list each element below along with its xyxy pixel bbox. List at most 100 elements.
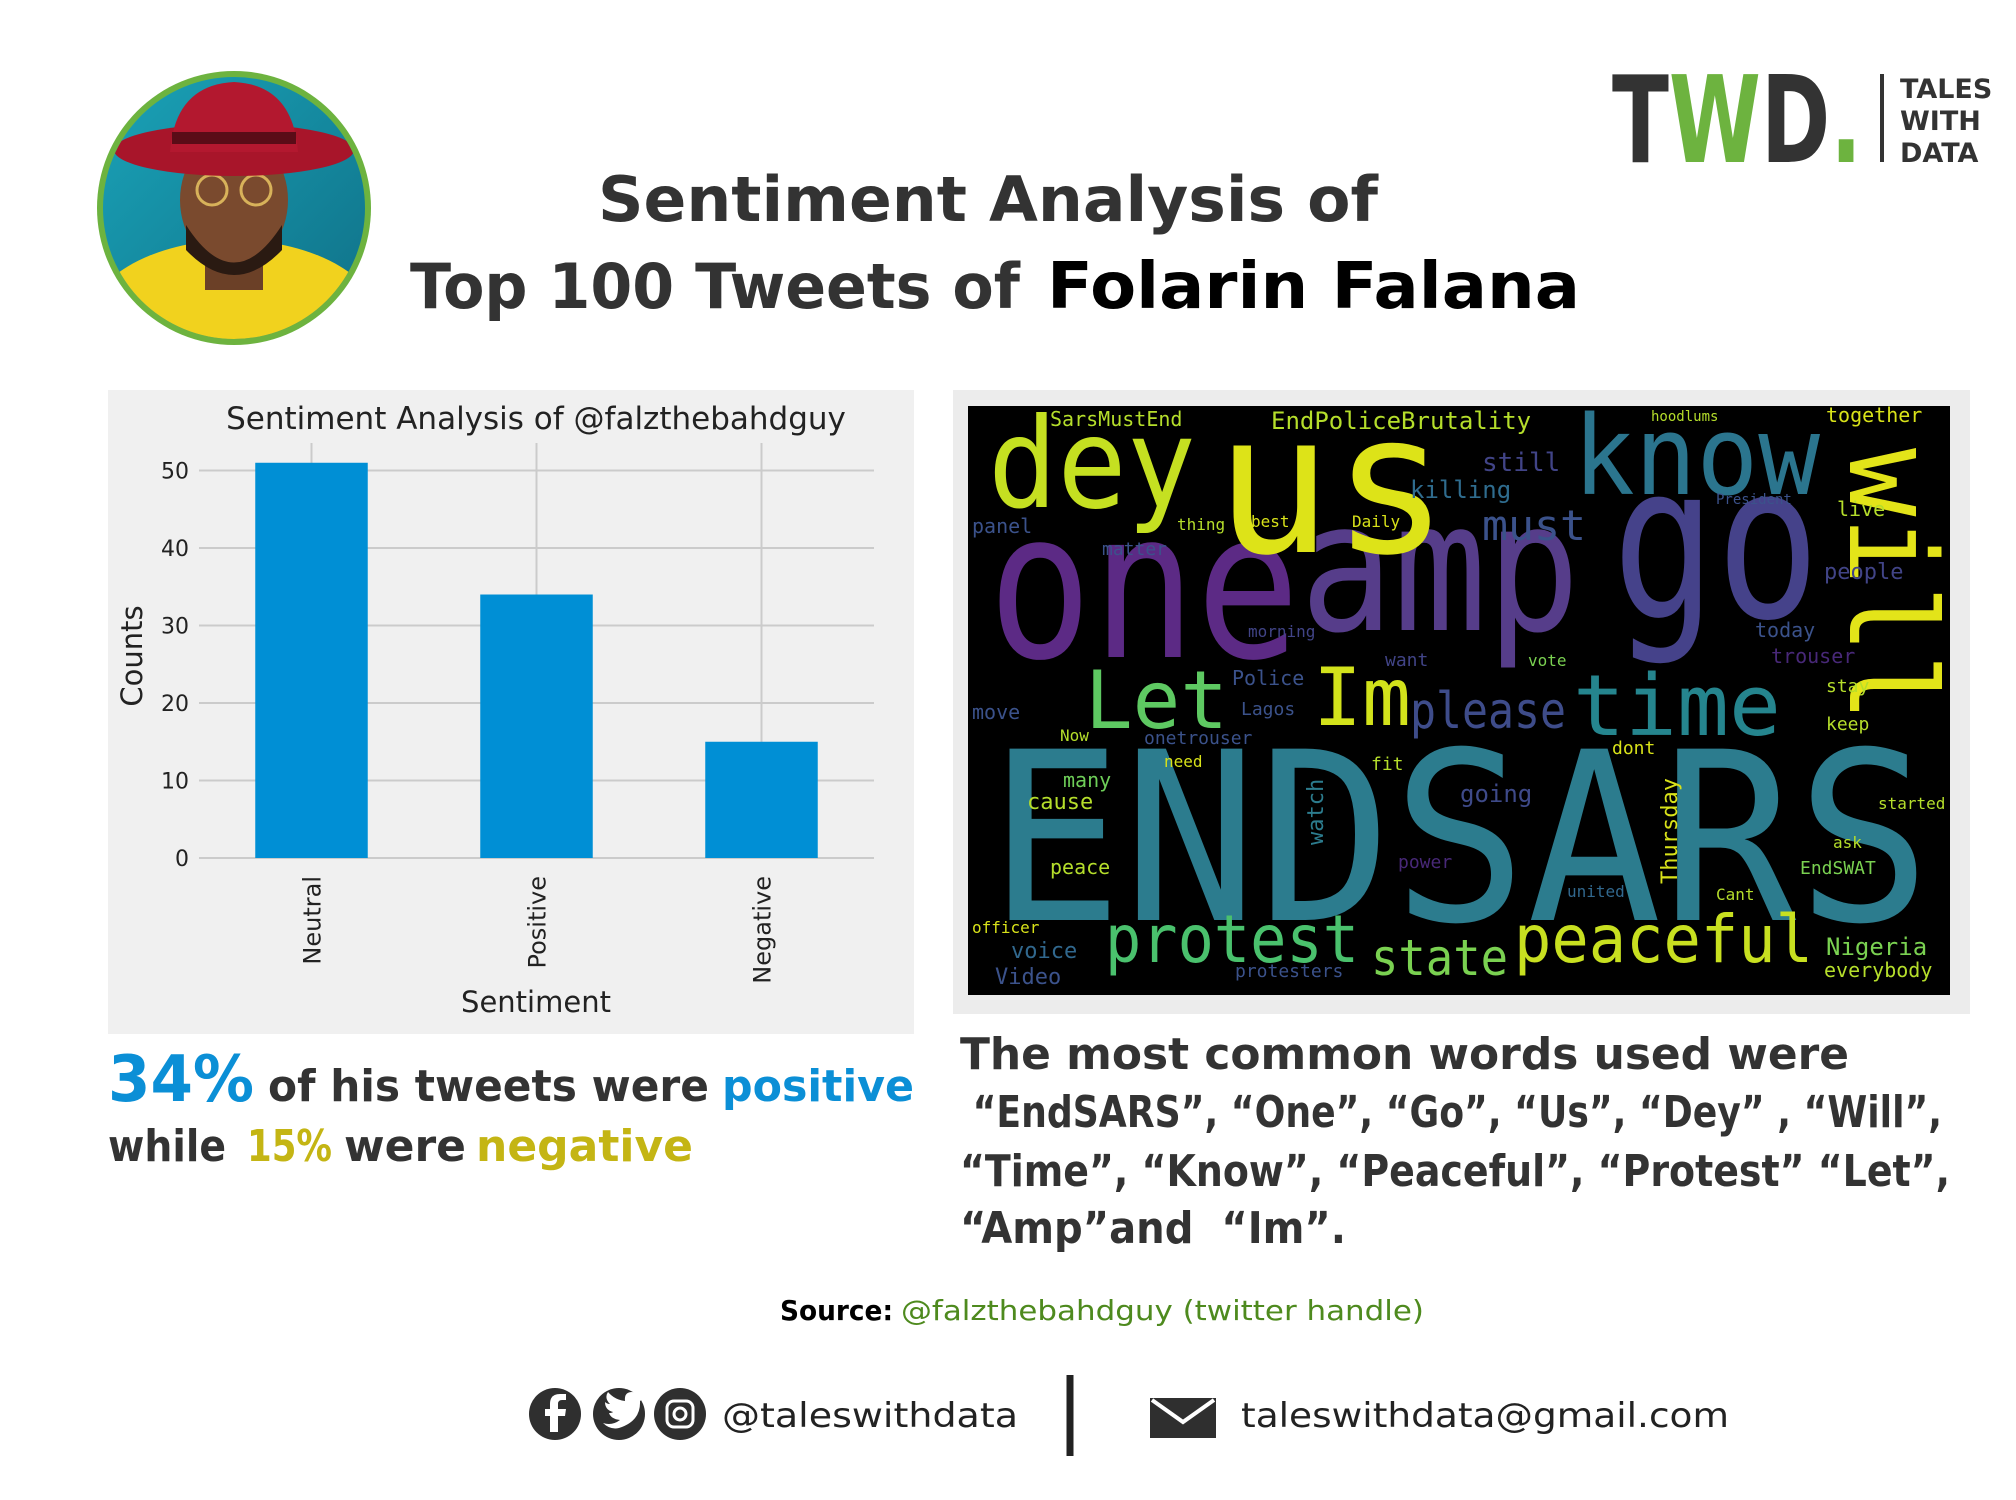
caption-highlight: positive <box>722 1061 914 1112</box>
logo-letter: D <box>1761 52 1830 191</box>
footer: @taleswithdata taleswithdata@gmail.com <box>529 1375 1729 1456</box>
cloud-word: keep <box>1826 714 1869 735</box>
cloud-word: ENDSARS <box>988 703 1931 976</box>
caption-text: while <box>108 1121 226 1172</box>
avatar <box>97 71 371 345</box>
cloud-word: Nigeria <box>1826 933 1927 961</box>
logo-letter: . <box>1830 52 1862 191</box>
cloud-word: onetrouser <box>1144 728 1253 749</box>
instagram-glyph <box>665 1399 695 1429</box>
logo-letter: T <box>1612 52 1669 191</box>
cloud-word: protest <box>1105 901 1359 978</box>
cloud-word: together <box>1826 403 1922 427</box>
logo-tagline: WITH <box>1900 106 1981 137</box>
title-name: Folarin Falana <box>1047 250 1580 324</box>
x-tick-label: Negative <box>749 876 777 984</box>
cloud-word: please <box>1410 682 1566 740</box>
cloud-word: everybody <box>1824 958 1932 982</box>
source-text: @falzthebahdguy (twitter handle) <box>901 1294 1424 1327</box>
caption-highlight: negative <box>476 1121 693 1172</box>
caption-percent: 15% <box>247 1121 332 1172</box>
cloud-word: need <box>1164 752 1203 771</box>
source-label: Source: <box>780 1294 893 1327</box>
cloud-word: officer <box>972 918 1040 937</box>
cloud-word: dey <box>988 392 1196 537</box>
y-tick-label: 50 <box>161 460 189 485</box>
bar-chart: Sentiment Analysis of @falzthebahdguy Co… <box>115 401 874 1019</box>
logo-letter: W <box>1669 52 1761 191</box>
cloud-word: peace <box>1050 855 1110 879</box>
cloud-word: Cant <box>1716 885 1755 904</box>
x-tick-label: Positive <box>524 876 552 969</box>
instagram-glyph <box>672 1406 688 1422</box>
cloud-word: trouser <box>1771 644 1855 668</box>
bar <box>255 462 368 858</box>
cloud-word: amp <box>1300 464 1580 673</box>
y-tick-label: 40 <box>161 537 189 562</box>
cloud-word: dont <box>1612 738 1655 759</box>
cloud-word: started <box>1878 794 1945 813</box>
cloud-background <box>968 406 1950 995</box>
cloud-word: people <box>1824 560 1903 585</box>
cloud-word: Let <box>1085 654 1228 747</box>
title-line: Top 100 Tweets of <box>410 250 1021 323</box>
bar <box>480 594 593 858</box>
cloud-word: vote <box>1528 651 1567 670</box>
y-tick-label: 10 <box>161 770 189 795</box>
cloud-word: going <box>1460 780 1532 808</box>
cloud-word: state <box>1371 929 1508 987</box>
cloud-word: Daily <box>1352 512 1401 531</box>
cloud-word: panel <box>972 514 1032 538</box>
cloud-word: know <box>1573 392 1821 520</box>
cloud-word: united <box>1567 882 1625 901</box>
cloud-word: must <box>1482 501 1586 550</box>
cloud-word: us <box>1215 371 1449 598</box>
cloud-word: live <box>1837 497 1885 521</box>
email-glyph <box>1150 1398 1216 1425</box>
cloud-word: Now <box>1060 726 1089 745</box>
cloud-word: Im <box>1313 651 1411 744</box>
cloud-word: still <box>1482 448 1560 478</box>
x-tick-label: Neutral <box>299 876 327 965</box>
cloud-word: ask <box>1833 833 1862 852</box>
instagram-icon[interactable] <box>654 1388 706 1440</box>
title-line: Sentiment Analysis of <box>598 163 1379 236</box>
cloud-word: want <box>1385 650 1428 671</box>
cloud-word: move <box>972 700 1020 724</box>
cloud-word: matter <box>1102 539 1167 560</box>
cloud-word: fit <box>1371 754 1404 775</box>
chart-title: Sentiment Analysis of @falzthebahdguy <box>226 401 846 437</box>
cloud-word: watch <box>1304 779 1329 845</box>
y-axis-label: Counts <box>115 605 149 706</box>
y-tick-label: 20 <box>161 692 189 717</box>
cloud-word: EndPoliceBrutality <box>1271 407 1531 435</box>
cloud-word: morning <box>1248 622 1315 641</box>
cloud-word: best <box>1251 512 1290 531</box>
cloud-word: today <box>1755 618 1815 642</box>
cloud-word: time <box>1573 657 1781 756</box>
footer-email[interactable]: taleswithdata@gmail.com <box>1241 1396 1729 1436</box>
cloud-word: cause <box>1027 790 1093 815</box>
cloud-word: stay <box>1826 676 1870 697</box>
caption-line: “Time”, “Know”, “Peaceful”, “Protest” “L… <box>960 1146 1950 1197</box>
caption-line: The most common words used were <box>960 1029 1849 1080</box>
logo-mark: TWD. <box>1612 52 1862 191</box>
caption-text: of his tweets were <box>268 1061 709 1112</box>
cloud-word: Police <box>1232 666 1304 690</box>
cloud-word: will <box>1821 448 1960 722</box>
y-tick-label: 30 <box>161 615 189 640</box>
cloud-word: President <box>1716 492 1792 508</box>
caption-percent: 34% <box>108 1043 254 1117</box>
cloud-word: one <box>988 468 1300 706</box>
caption-line: “EndSARS”, “One”, “Go”, “Us”, “Dey” , “W… <box>960 1087 1942 1138</box>
cloud-word: power <box>1398 852 1452 873</box>
cloud-word: Lagos <box>1241 699 1295 720</box>
footer-handle[interactable]: @taleswithdata <box>722 1396 1018 1436</box>
caption-right: The most common words used were “EndSARS… <box>960 1029 1950 1254</box>
logo-tagline: DATA <box>1900 138 1979 169</box>
cloud-word: Thursday <box>1658 778 1683 884</box>
cloud-word: killing <box>1410 476 1511 504</box>
caption-text: were <box>344 1121 466 1172</box>
